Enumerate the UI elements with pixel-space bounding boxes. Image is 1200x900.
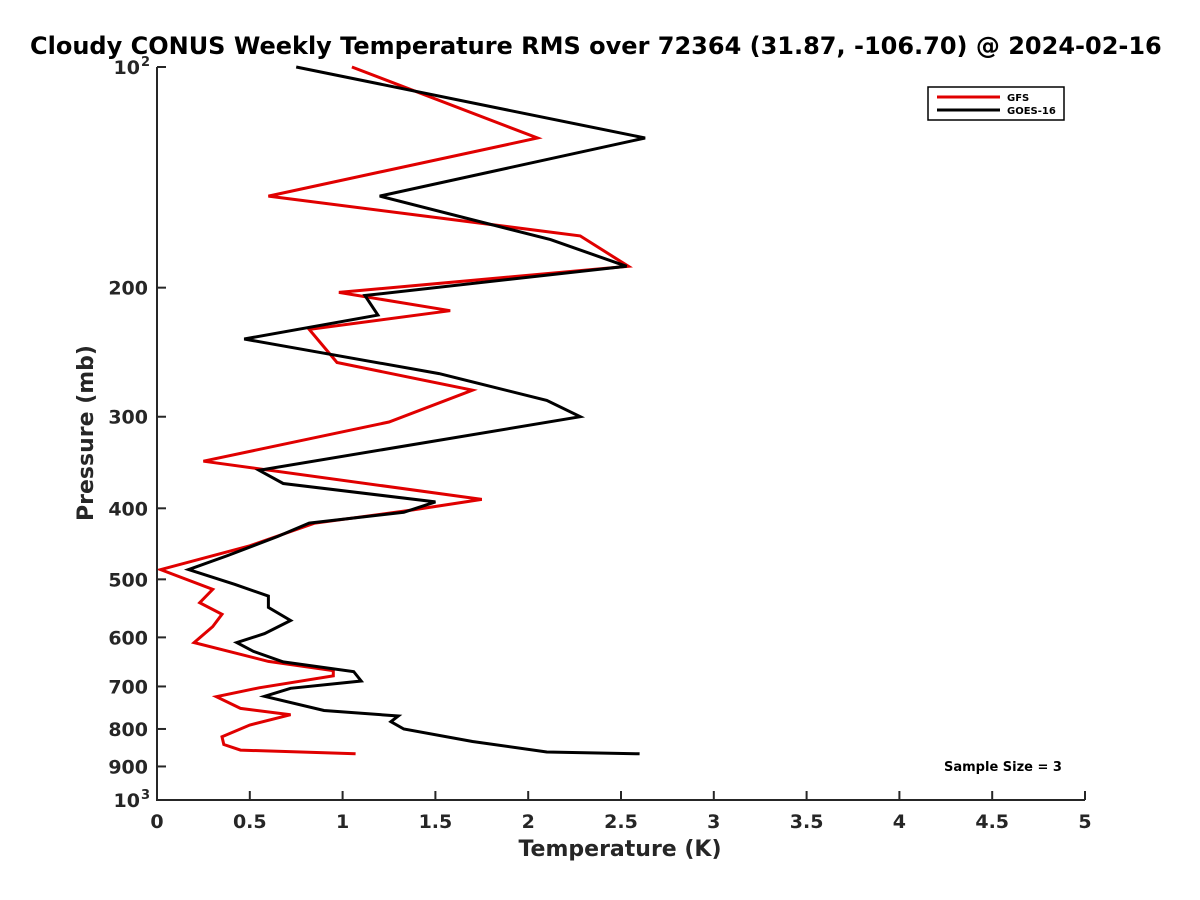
x-tick-label: 2 (522, 811, 535, 833)
x-axis-label: Temperature (K) (518, 837, 721, 862)
y-tick-label: 900 (108, 756, 148, 778)
x-tick-label: 3.5 (790, 811, 824, 833)
y-tick-exponent: 3 (141, 788, 150, 803)
y-tick-label: 300 (108, 407, 148, 429)
x-tick-label: 4 (893, 811, 906, 833)
x-axis-ticks: 0 0.5 1 1.5 2 2.5 3 3.5 4 4.5 5 (150, 791, 1092, 833)
x-tick-label: 0.5 (233, 811, 267, 833)
legend-box (927, 86, 1065, 121)
x-tick-label: 1.5 (419, 811, 453, 833)
y-tick-label: 800 (108, 719, 148, 741)
y-tick-label: 500 (108, 569, 148, 591)
x-tick-label: 4.5 (975, 811, 1009, 833)
y-tick-label: 10 (114, 790, 140, 812)
y-tick-label: 200 (108, 278, 148, 300)
y-tick-label: 400 (108, 498, 148, 520)
plot-lines (155, 65, 646, 756)
legend-label: GFS (1007, 93, 1029, 104)
y-tick-label: 700 (108, 676, 148, 698)
x-tick-label: 0 (150, 811, 163, 833)
y-tick-label: 600 (108, 627, 148, 649)
x-tick-label: 2.5 (604, 811, 638, 833)
y-tick-exponent: 2 (141, 55, 150, 70)
x-tick-label: 3 (707, 811, 720, 833)
chart-title: Cloudy CONUS Weekly Temperature RMS over… (30, 32, 1162, 60)
axes (156, 67, 1085, 801)
y-axis-label: Pressure (mb) (74, 345, 99, 521)
x-tick-label: 1 (336, 811, 349, 833)
sample-size-annotation: Sample Size = 3 (944, 760, 1062, 775)
y-tick-label: 10 (114, 57, 140, 79)
series-line-gfs (155, 65, 633, 756)
legend: GFS GOES-16 (927, 86, 1065, 121)
legend-label: GOES-16 (1007, 106, 1056, 117)
x-tick-label: 5 (1078, 811, 1091, 833)
series-line-goes16 (183, 65, 646, 756)
